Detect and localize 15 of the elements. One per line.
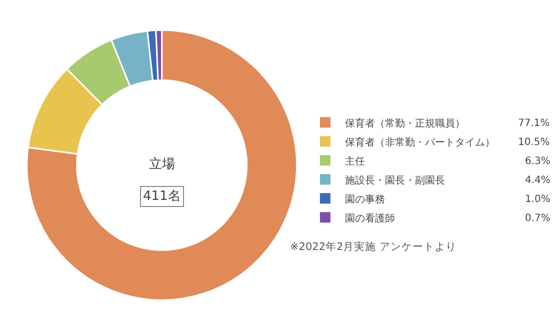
data-label: 4.4% [525,175,550,186]
legend-label: 園の事務 [345,193,386,206]
text: 411名 [143,189,181,204]
legend-label: 保育者（非常勤・パートタイム） [345,136,496,148]
data-label: 0.7% [525,213,550,224]
text: ※2022年2月実施 アンケートより [290,240,457,253]
legend-label: 施設長・園長・副園長 [345,174,446,186]
data-label: 10.5% [518,137,550,148]
data-label: 1.0% [525,194,550,205]
data-label: 6.3% [525,156,550,167]
legend-label: 園の看護師 [345,212,396,224]
legend-label: 主任 [345,155,366,168]
data-label: 77.1% [518,118,550,129]
legend-label: 保育者（常勤・正規職員） [345,117,466,130]
text: 立場 [148,156,175,172]
